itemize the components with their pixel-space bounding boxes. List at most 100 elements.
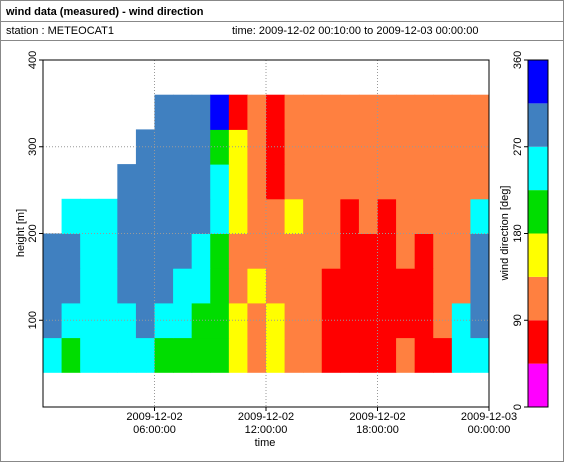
cell — [284, 129, 304, 165]
cell — [98, 337, 118, 373]
cell — [228, 337, 248, 373]
x-tick-label: 2009-12-02 18:00:00 — [349, 411, 406, 436]
cell — [303, 233, 323, 269]
cell — [228, 94, 248, 130]
cell — [358, 233, 378, 269]
colorbar-segment — [528, 60, 548, 104]
cell — [135, 164, 155, 200]
cell — [303, 337, 323, 373]
cell — [191, 94, 211, 130]
cell — [451, 302, 471, 339]
cell — [396, 233, 416, 269]
cell — [191, 302, 211, 339]
cell — [303, 198, 323, 234]
cell — [43, 233, 63, 269]
cell — [377, 164, 397, 200]
cell — [247, 198, 267, 234]
cell — [98, 233, 118, 269]
colorbar-segment — [528, 103, 548, 147]
cell — [228, 233, 248, 269]
cell — [321, 164, 341, 200]
cell — [470, 302, 490, 339]
cell — [266, 164, 286, 200]
title: wind data (measured) - wind direction — [5, 6, 204, 18]
cell — [321, 233, 341, 269]
cell — [43, 337, 63, 373]
cell — [303, 129, 323, 165]
cell — [358, 94, 378, 130]
cell — [340, 164, 360, 200]
cell — [470, 164, 490, 200]
cell — [340, 268, 360, 304]
cell — [377, 94, 397, 130]
y-tick-label: 300 — [27, 138, 39, 156]
cell — [414, 233, 434, 269]
cell — [80, 337, 100, 373]
cell — [284, 164, 304, 200]
cell — [154, 94, 174, 130]
cell — [173, 268, 193, 304]
cell — [321, 337, 341, 373]
cell — [61, 302, 81, 339]
cell — [117, 233, 137, 269]
cell — [61, 337, 81, 373]
cell — [358, 164, 378, 200]
cell — [154, 198, 174, 234]
cell — [396, 198, 416, 234]
x-tick-label: 2009-12-02 06:00:00 — [126, 411, 183, 436]
cell — [173, 94, 193, 130]
station: station : METEOCAT1 — [6, 25, 114, 37]
cell — [377, 268, 397, 304]
cell — [266, 129, 286, 165]
cell — [210, 233, 230, 269]
time-range: time: 2009-12-02 00:10:00 to 2009-12-03 … — [232, 25, 478, 37]
cell — [451, 129, 471, 165]
y-tick-label: 400 — [27, 51, 39, 69]
colorbar-tick-label: 0 — [512, 404, 524, 410]
cell — [80, 302, 100, 339]
cell — [414, 164, 434, 200]
cell — [321, 198, 341, 234]
cell — [98, 198, 118, 234]
cell — [451, 198, 471, 234]
cell — [340, 233, 360, 269]
cell — [61, 268, 81, 304]
cell — [284, 268, 304, 304]
cell — [303, 302, 323, 339]
colorbar-label: wind direction [deg] — [499, 186, 511, 282]
cell — [451, 337, 471, 373]
cell — [303, 164, 323, 200]
cell — [396, 337, 416, 373]
colorbar-segment — [528, 363, 548, 407]
cell — [451, 94, 471, 130]
cell — [321, 268, 341, 304]
cell — [414, 94, 434, 130]
cell — [173, 198, 193, 234]
cell — [43, 268, 63, 304]
cell — [284, 337, 304, 373]
cell — [173, 302, 193, 339]
cell — [396, 302, 416, 339]
cell — [470, 268, 490, 304]
cell — [377, 233, 397, 269]
colorbar-segment — [528, 233, 548, 277]
y-tick-label: 100 — [27, 311, 39, 329]
y-axis-label: height [m] — [15, 209, 27, 257]
colorbar-tick-label: 360 — [512, 51, 524, 69]
cell — [396, 164, 416, 200]
cell — [377, 337, 397, 373]
cell — [433, 268, 453, 304]
cell — [358, 337, 378, 373]
cell — [340, 94, 360, 130]
cell — [80, 233, 100, 269]
cell — [80, 268, 100, 304]
cell — [303, 94, 323, 130]
cell — [191, 129, 211, 165]
cell — [173, 233, 193, 269]
plot-border — [42, 59, 490, 408]
cell — [154, 129, 174, 165]
cell — [117, 302, 137, 339]
cell — [61, 198, 81, 234]
